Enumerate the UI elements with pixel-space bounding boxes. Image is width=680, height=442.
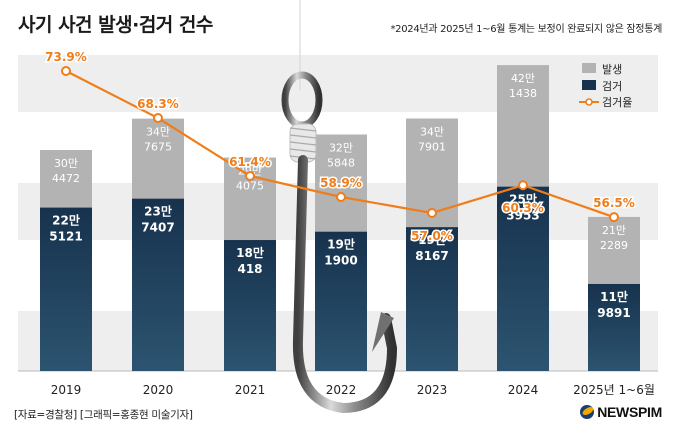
hook-shank: [292, 155, 398, 414]
x-tick-label: 2025년 1~6월: [573, 383, 655, 397]
newspim-logo: NEWSPIM: [580, 404, 662, 420]
occurrence-label: 32만: [329, 141, 353, 154]
arrest-bar: [132, 198, 184, 371]
occurrence-label: 7675: [144, 141, 172, 154]
arrest-bar: [588, 283, 640, 371]
arrest-label: 18만: [236, 245, 264, 260]
arrest-rate-point: [609, 212, 619, 223]
arrest-rate-point: [61, 66, 71, 76]
arrest-rate-point: [518, 180, 528, 191]
arrest-bar: [224, 240, 276, 371]
arrest-label: 7407: [141, 221, 174, 235]
x-tick-label: 2024: [508, 383, 539, 397]
occurrence-label: 21만: [602, 224, 626, 237]
arrest-rate-point: [336, 192, 346, 202]
hook-knot-wrap: [289, 127, 317, 132]
arrest-label: 23만: [144, 204, 172, 219]
arrest-rate-label: 57.0%: [411, 229, 453, 243]
legend-arrest-label: 검거: [602, 80, 622, 93]
x-tick-label: 2020: [143, 383, 174, 397]
arrest-bar: [406, 227, 458, 371]
arrest-label: 11만: [600, 289, 628, 304]
arrest-rate-label: 68.3%: [137, 97, 179, 111]
arrest-bar: [40, 207, 92, 371]
occurrence-label: 2289: [600, 239, 628, 252]
occurrence-label: 4075: [236, 180, 264, 193]
arrest-bar: [315, 231, 367, 371]
chart-title: 사기 사건 발생·검거 건수: [18, 14, 213, 36]
occurrence-label: 30만: [54, 157, 78, 170]
arrest-label: 19만: [327, 237, 355, 252]
arrest-bar: [497, 186, 549, 371]
arrest-label: 8167: [415, 249, 448, 263]
arrest-rate-point: [245, 171, 255, 181]
provisional-note: *2024년과 2025년 1~6월 통계는 보정이 완료되지 않은 잠정통계: [390, 24, 662, 35]
x-tick-label: 2019: [51, 383, 82, 397]
fishing-hook-illustration: [281, 0, 398, 414]
arrest-label: 19만: [418, 232, 446, 247]
arrest-rate-point: [153, 113, 163, 124]
occurrence-label: 42만: [511, 72, 535, 85]
arrest-label: 418: [237, 262, 262, 276]
background-band: [18, 55, 658, 112]
arrest-label: 3953: [506, 209, 539, 223]
arrest-label: 9891: [597, 306, 630, 320]
arrest-rate-label: 56.5%: [593, 196, 635, 210]
occurrence-label: 7901: [418, 140, 446, 153]
occurrence-label: 1438: [509, 87, 537, 100]
x-tick-label: 2021: [235, 383, 266, 397]
arrest-label: 25만: [509, 192, 537, 207]
hook-knot-wrap: [289, 134, 317, 139]
hook-knot-wrap: [289, 148, 317, 153]
legend-rate-marker: [585, 98, 593, 106]
arrest-rate-label: 60.3%: [502, 201, 544, 215]
arrest-rate-label: 58.9%: [320, 176, 362, 190]
arrest-rate-point: [427, 207, 437, 218]
arrest-label: 22만: [52, 213, 80, 228]
occurrence-label: 4472: [52, 172, 80, 185]
occurrence-label: 5848: [327, 156, 355, 169]
legend-occurrence-label: 발생: [602, 63, 622, 76]
arrest-label: 1900: [324, 254, 357, 268]
newspim-logo-icon: [580, 405, 595, 419]
arrest-rate-label: 73.9%: [45, 50, 87, 64]
brand-name: NEWSPIM: [597, 404, 662, 420]
arrest-label: 5121: [49, 230, 82, 244]
hook-barb: [372, 312, 394, 352]
occurrence-label: 34만: [420, 125, 444, 138]
legend-occurrence-swatch: [582, 63, 596, 73]
arrest-rate-label: 61.4%: [229, 155, 271, 169]
legend-rate-label: 검거율: [602, 96, 632, 109]
x-tick-label: 2023: [417, 383, 448, 397]
occurrence-label: 34만: [146, 126, 170, 139]
legend-arrest-swatch: [582, 80, 596, 90]
hook-knot-wrap: [289, 141, 317, 146]
source-credit: [자료=경찰청] [그래픽=홍종현 미술기자]: [14, 409, 193, 421]
x-tick-label: 2022: [326, 383, 357, 397]
